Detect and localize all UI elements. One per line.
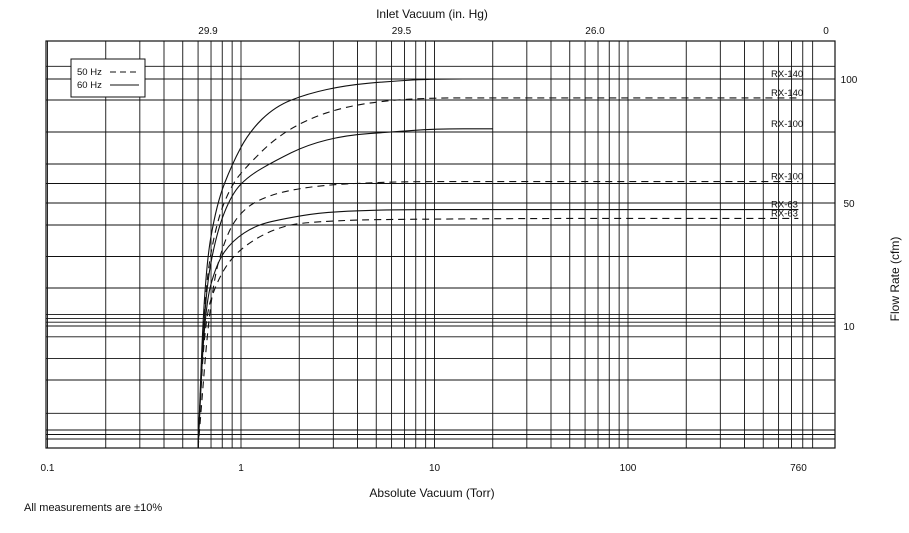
series-line-rx-63-dashed <box>197 217 799 449</box>
x-tick-label-top: 0 <box>823 26 829 37</box>
axes: 0.1 1 10 100 760 29.9 29.5 26.0 0 10 50 100 Inlet Va… <box>41 7 902 500</box>
legend-box <box>70 58 146 98</box>
series-line-rx-63-solid <box>197 209 799 449</box>
legend: 50 Hz 60 Hz <box>70 58 146 98</box>
series-label: RX-140 <box>771 69 803 80</box>
x-tick-label-bottom: 760 <box>790 463 807 474</box>
y-axis-title: Flow Rate (cfm) <box>888 237 902 322</box>
x-axis-title-top: Inlet Vacuum (in. Hg) <box>376 7 488 21</box>
x-tick-label-bottom: 100 <box>620 463 637 474</box>
series-line-rx-100-solid <box>197 128 493 449</box>
series-label: RX-63 <box>771 208 798 219</box>
y-tick-label: 10 <box>843 322 855 333</box>
y-tick-label: 100 <box>841 75 858 86</box>
x-tick-label-bottom: 0.1 <box>41 463 55 474</box>
plot-frame <box>45 40 836 449</box>
x-axis-title-bottom: Absolute Vacuum (Torr) <box>369 486 494 500</box>
series-line-rx-140-solid <box>197 78 779 449</box>
grid <box>46 41 835 448</box>
legend-label: 60 Hz <box>77 80 102 91</box>
series-label: RX-100 <box>771 119 803 130</box>
y-tick-label: 50 <box>843 199 855 210</box>
footnote: All measurements are ±10% <box>24 502 163 514</box>
series-lines <box>197 78 799 449</box>
series-line-rx-140-dashed <box>197 97 799 449</box>
x-tick-label-bottom: 10 <box>429 463 441 474</box>
series-label: RX-63 <box>771 200 798 211</box>
series-label: RX-140 <box>771 88 803 99</box>
legend-label: 50 Hz <box>77 67 102 78</box>
x-tick-label-top: 26.0 <box>585 26 605 37</box>
x-tick-label-bottom: 1 <box>238 463 244 474</box>
x-tick-label-top: 29.5 <box>392 26 412 37</box>
series-label: RX-100 <box>771 172 803 183</box>
x-tick-label-top: 29.9 <box>198 26 218 37</box>
